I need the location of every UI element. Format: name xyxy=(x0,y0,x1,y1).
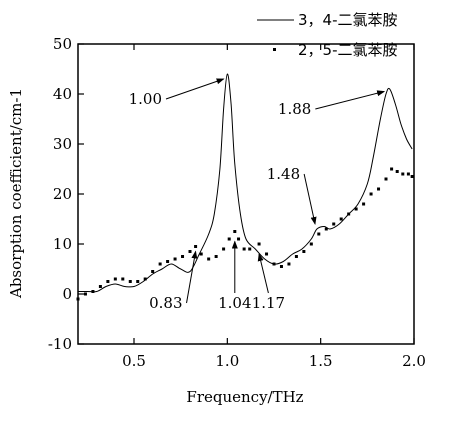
series-point-2 xyxy=(199,252,203,256)
peak-label: 1.00 xyxy=(129,90,162,108)
series-point-2 xyxy=(214,255,218,258)
series-point-2 xyxy=(265,252,269,256)
y-tick-label: -10 xyxy=(48,335,72,353)
series-point-2 xyxy=(410,175,414,178)
x-tick-label: 0.5 xyxy=(122,352,146,370)
series-point-2 xyxy=(166,260,170,263)
peak-label: 1.17 xyxy=(252,294,285,312)
x-tick-label: 1.0 xyxy=(215,352,239,370)
y-axis-title: Absorption coefficient/cm-1 xyxy=(7,88,25,299)
series-point-2 xyxy=(237,237,241,241)
series-point-2 xyxy=(242,247,246,251)
peak-arrow xyxy=(186,250,198,304)
y-tick-label: 0 xyxy=(62,285,72,303)
series-point-2 xyxy=(395,170,399,173)
y-tick-label: 30 xyxy=(53,135,72,153)
series-point-2 xyxy=(91,290,95,293)
series-point-2 xyxy=(406,172,410,176)
y-tick-label: 50 xyxy=(53,35,72,53)
series-point-2 xyxy=(194,245,198,248)
series-layer xyxy=(76,73,414,301)
peak-arrow xyxy=(257,253,269,294)
series-point-2 xyxy=(128,280,132,283)
peak-label: 1.48 xyxy=(267,165,300,183)
series-point-2 xyxy=(369,192,373,196)
y-tick-label: 40 xyxy=(53,85,72,103)
series-point-2 xyxy=(384,177,388,181)
series-point-2 xyxy=(106,280,110,283)
series-point-2 xyxy=(121,277,125,281)
series-point-2 xyxy=(377,187,381,191)
peak-arrow xyxy=(315,90,386,110)
y-tick-label: 10 xyxy=(53,235,72,253)
series-point-2 xyxy=(332,222,336,226)
legend-dot-swatch xyxy=(273,48,276,51)
peak-label: 0.83 xyxy=(149,294,182,312)
series-point-2 xyxy=(143,277,147,281)
y-tick-label: 20 xyxy=(53,185,72,203)
series-point-2 xyxy=(222,247,226,251)
x-tick-label: 1.5 xyxy=(309,352,333,370)
legend: 3，4-二氯苯胺 2，5-二氯苯胺 xyxy=(257,11,398,59)
series-point-2 xyxy=(173,257,177,261)
series-point-2 xyxy=(227,237,231,241)
series-point-2 xyxy=(248,247,252,251)
legend-label-series-2: 2，5-二氯苯胺 xyxy=(298,41,398,59)
series-point-2 xyxy=(279,265,283,268)
series-point-2 xyxy=(390,167,394,171)
peak-label: 1.04 xyxy=(218,294,251,312)
series-point-2 xyxy=(401,172,405,176)
series-point-2 xyxy=(207,257,211,261)
series-point-2 xyxy=(83,292,87,296)
series-point-2 xyxy=(181,255,185,258)
series-point-2 xyxy=(317,232,321,236)
series-point-2 xyxy=(294,255,298,258)
series-point-2 xyxy=(272,262,276,266)
series-point-2 xyxy=(257,242,261,246)
series-point-2 xyxy=(339,217,343,221)
series-point-2 xyxy=(287,262,291,266)
series-point-2 xyxy=(302,250,306,253)
x-tick-label: 2.0 xyxy=(402,352,426,370)
peak-arrow xyxy=(165,78,225,100)
series-point-2 xyxy=(347,212,351,216)
series-point-2 xyxy=(233,230,237,233)
series-point-2 xyxy=(354,207,358,211)
x-axis-title: Frequency/THz xyxy=(186,388,303,406)
peak-arrow xyxy=(303,173,317,225)
legend-label-series-1: 3，4-二氯苯胺 xyxy=(298,11,398,29)
annotation-layer: 1.00 1.88 1.48 0.83 1.04 1.17 xyxy=(129,78,386,312)
series-point-2 xyxy=(136,280,140,283)
series-point-2 xyxy=(113,277,117,281)
axis-layer: 0.5 1.0 1.5 2.0 -10 0 10 20 30 40 50 xyxy=(48,35,426,370)
series-point-2 xyxy=(324,227,328,231)
series-point-2 xyxy=(362,202,366,206)
series-point-2 xyxy=(98,285,102,288)
series-point-2 xyxy=(158,262,162,266)
peak-label: 1.88 xyxy=(278,100,311,118)
series-point-2 xyxy=(188,250,192,253)
series-point-2 xyxy=(151,270,155,273)
series-point-2 xyxy=(309,242,313,246)
